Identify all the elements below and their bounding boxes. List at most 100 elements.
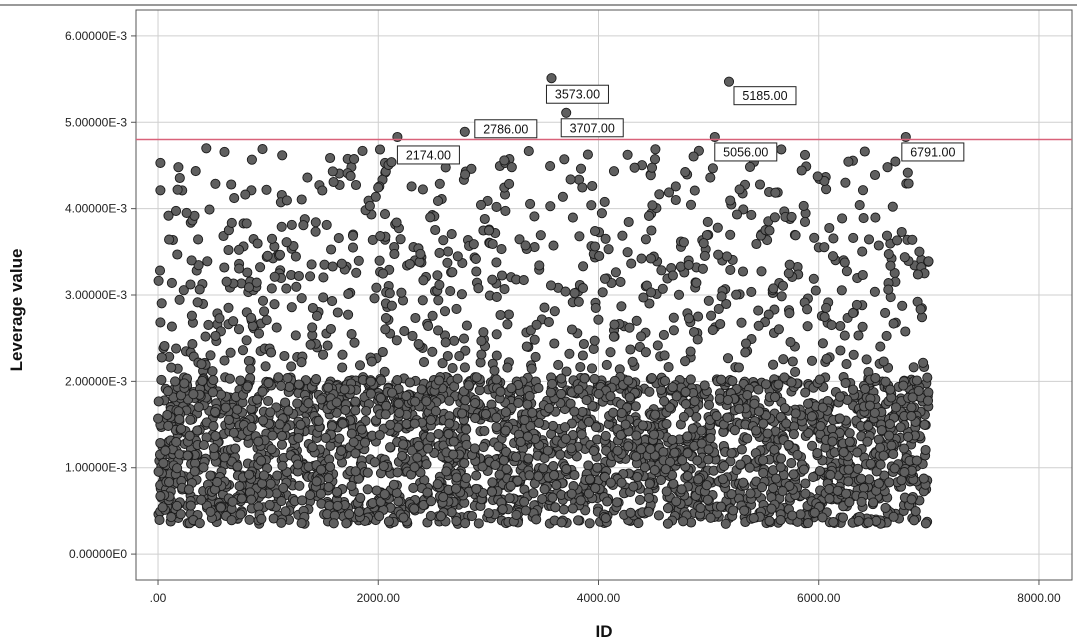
data-point: [828, 233, 839, 244]
data-point: [898, 380, 909, 391]
data-point: [154, 265, 166, 276]
data-point: [693, 474, 704, 485]
data-point: [494, 469, 505, 480]
data-point: [566, 324, 578, 335]
data-point: [668, 325, 679, 336]
data-point: [787, 356, 798, 367]
data-point: [226, 515, 237, 526]
data-point: [354, 506, 365, 517]
data-point: [279, 350, 290, 362]
data-point: [671, 391, 682, 402]
data-point: [885, 260, 896, 271]
data-point: [219, 452, 230, 463]
data-point: [812, 171, 823, 182]
data-point: [252, 238, 263, 249]
data-point: [210, 406, 221, 418]
data-point: [346, 480, 357, 491]
data-point: [923, 387, 934, 398]
data-point: [458, 333, 470, 344]
data-point: [470, 398, 481, 409]
data-point: [442, 246, 454, 257]
data-point: [716, 374, 727, 385]
data-point: [888, 449, 899, 460]
data-point: [725, 195, 736, 206]
data-point: [346, 329, 357, 340]
data-point: [205, 350, 216, 361]
data-point: [476, 349, 487, 360]
data-points: [153, 73, 934, 529]
data-point: [201, 143, 212, 154]
data-point: [380, 409, 391, 420]
data-point: [756, 482, 768, 493]
data-point: [407, 330, 418, 341]
data-point: [786, 211, 797, 222]
data-point: [534, 417, 545, 429]
data-point: [691, 411, 702, 423]
data-point: [172, 463, 183, 474]
data-point: [725, 229, 736, 240]
data-point: [491, 412, 502, 423]
data-point: [622, 149, 633, 160]
data-point: [328, 176, 339, 188]
data-point: [591, 422, 602, 433]
data-point: [523, 146, 534, 157]
data-point: [257, 478, 268, 489]
data-point: [863, 234, 875, 245]
data-point: [576, 429, 587, 440]
data-point: [840, 177, 851, 188]
data-point: [623, 441, 634, 452]
data-point: [555, 449, 566, 460]
data-point: [350, 405, 361, 416]
data-point: [344, 509, 355, 520]
data-point: [502, 362, 513, 373]
data-point: [835, 320, 846, 332]
data-point: [179, 378, 190, 389]
data-point: [899, 467, 910, 478]
data-point: [410, 312, 421, 324]
data-point: [873, 240, 884, 251]
data-point: [298, 220, 309, 231]
data-point: [819, 242, 830, 253]
data-point: [454, 351, 465, 362]
data-point: [227, 496, 238, 507]
data-point: [293, 379, 304, 390]
data-point: [478, 327, 489, 338]
data-point: [539, 302, 550, 313]
data-point: [188, 389, 199, 400]
data-point: [756, 266, 767, 277]
data-point: [246, 312, 257, 323]
data-point: [307, 322, 318, 333]
data-point: [802, 304, 813, 315]
data-point: [600, 233, 611, 244]
data-point: [836, 285, 847, 296]
data-point: [899, 252, 910, 263]
data-point: [433, 295, 444, 306]
data-point: [418, 357, 430, 368]
data-point: [612, 445, 623, 456]
data-point: [812, 448, 823, 459]
data-point: [702, 216, 713, 227]
data-point: [357, 145, 368, 156]
data-point: [525, 198, 536, 209]
data-point: [432, 270, 443, 281]
data-point: [422, 443, 434, 454]
data-point: [459, 458, 470, 469]
data-point: [705, 172, 716, 183]
data-point: [685, 374, 696, 385]
data-point: [692, 455, 703, 466]
data-point: [385, 442, 396, 453]
data-point: [705, 433, 716, 444]
data-point: [727, 375, 738, 387]
data-point: [713, 249, 724, 260]
data-point: [545, 280, 557, 291]
data-point: [259, 306, 270, 317]
data-point: [549, 470, 560, 481]
data-point: [292, 459, 303, 470]
data-point: [375, 231, 386, 242]
data-point: [760, 379, 772, 390]
data-point: [886, 440, 897, 451]
data-point: [844, 428, 855, 439]
data-point: [496, 270, 508, 281]
data-point: [295, 419, 306, 430]
data-point: [490, 459, 501, 471]
